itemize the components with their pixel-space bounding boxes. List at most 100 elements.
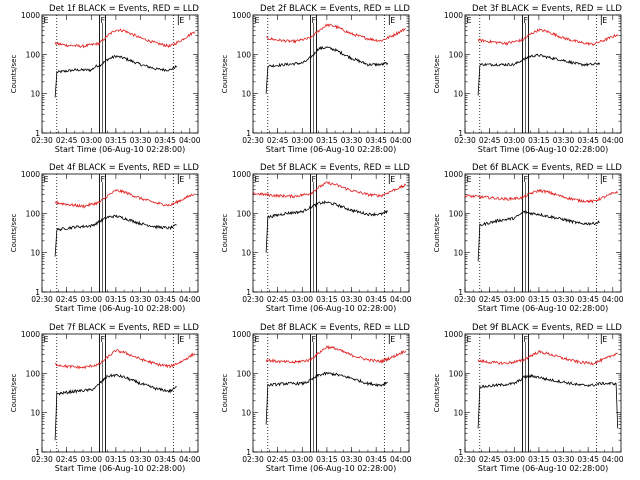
series-line-lld [477, 350, 618, 366]
x-tick-label: 02:45 [56, 455, 78, 464]
marker-label: E [390, 16, 395, 25]
x-tick-label: 03:30 [341, 136, 363, 145]
y-tick-label: 1 [35, 448, 40, 457]
x-tick-label: 02:30 [454, 295, 476, 304]
series-line-events [477, 210, 600, 262]
x-tick-label: 02:30 [454, 136, 476, 145]
chart-title: Det 2f BLACK = Events, RED = LLD [260, 4, 410, 14]
series-line-lld [477, 28, 619, 47]
y-tick-label: 1 [458, 288, 463, 297]
x-tick-label: 02:30 [454, 455, 476, 464]
y-tick-label: 1000 [21, 330, 40, 339]
series-line-events [265, 45, 389, 94]
x-tick-label: 02:30 [31, 455, 53, 464]
plot-frame [464, 14, 622, 134]
x-tick-label: 04:00 [179, 136, 201, 145]
x-axis-label: Start Time (06-Aug-10 02:28:00) [55, 145, 186, 154]
y-tick-label: 100 [26, 209, 41, 218]
chart-panel-9: Det 9f BLACK = Events, RED = LLD 1 10 100 10… [433, 323, 624, 473]
x-tick-label: 03:30 [130, 455, 152, 464]
y-tick-label: 10 [453, 249, 463, 258]
x-tick-label: 03:00 [503, 455, 525, 464]
x-axis-label: Start Time (06-Aug-10 02:28:00) [266, 145, 397, 154]
chart-title: Det 3f BLACK = Events, RED = LLD [472, 4, 622, 14]
marker-label: E [255, 335, 260, 344]
x-tick-label: 03:15 [528, 136, 550, 145]
x-tick-label: 03:30 [553, 136, 575, 145]
y-axis-label: Counts/sec [10, 55, 18, 94]
x-tick-label: 03:30 [130, 136, 152, 145]
marker-label: E [255, 16, 260, 25]
x-tick-label: 02:45 [267, 295, 289, 304]
x-tick-label: 02:30 [242, 295, 264, 304]
y-axis-label: Counts/sec [10, 214, 18, 253]
plot-frame [41, 173, 199, 293]
series-line-events [54, 373, 177, 441]
x-tick-label: 03:30 [130, 295, 152, 304]
x-tick-label: 03:15 [528, 455, 550, 464]
plot-frame [252, 14, 410, 134]
x-tick-label: 04:00 [179, 295, 201, 304]
x-tick-label: 04:00 [602, 295, 624, 304]
x-tick-label: 03:45 [154, 136, 176, 145]
series-line-events [477, 373, 619, 429]
plot-frame [464, 173, 622, 293]
y-tick-label: 1 [35, 288, 40, 297]
chart-panel-5: Det 5f BLACK = Events, RED = LLD 1 10 100 10… [221, 163, 412, 313]
chart-title: Det 1f BLACK = Events, RED = LLD [49, 4, 199, 14]
x-axis-label: Start Time (06-Aug-10 02:28:00) [266, 464, 397, 473]
x-axis-label: Start Time (06-Aug-10 02:28:00) [478, 304, 609, 313]
x-tick-label: 03:30 [341, 455, 363, 464]
chart-title: Det 7f BLACK = Events, RED = LLD [49, 323, 199, 333]
marker-label: F [523, 175, 528, 184]
x-tick-label: 04:00 [390, 136, 412, 145]
y-tick-label: 1000 [21, 11, 40, 20]
marker-label: E [179, 175, 184, 184]
marker-label: E [467, 335, 472, 344]
x-tick-label: 03:30 [553, 295, 575, 304]
y-tick-label: 10 [30, 249, 40, 258]
chart-panel-4: Det 4f BLACK = Events, RED = LLD 1 10 100 10… [10, 163, 201, 313]
x-tick-label: 03:15 [316, 455, 338, 464]
y-tick-label: 100 [237, 369, 252, 378]
x-tick-label: 03:30 [341, 295, 363, 304]
y-tick-label: 1000 [444, 11, 463, 20]
x-tick-label: 02:30 [242, 136, 264, 145]
y-tick-label: 1 [458, 448, 463, 457]
x-tick-label: 03:45 [577, 136, 599, 145]
y-tick-label: 10 [241, 90, 251, 99]
y-tick-label: 1000 [444, 170, 463, 179]
x-tick-label: 03:45 [154, 455, 176, 464]
chart-panel-8: Det 8f BLACK = Events, RED = LLD 1 10 100 10… [221, 323, 412, 473]
marker-label: E [390, 335, 395, 344]
y-tick-label: 1 [246, 448, 251, 457]
x-tick-label: 04:00 [390, 295, 412, 304]
marker-label: E [179, 16, 184, 25]
x-tick-label: 04:00 [602, 455, 624, 464]
x-tick-label: 02:45 [479, 455, 501, 464]
chart-title: Det 5f BLACK = Events, RED = LLD [260, 163, 410, 173]
plot-frame [41, 333, 199, 453]
y-tick-label: 10 [453, 90, 463, 99]
series-line-lld [265, 345, 407, 365]
x-tick-label: 02:45 [479, 136, 501, 145]
y-axis-label: Counts/sec [433, 55, 441, 94]
x-tick-label: 03:45 [154, 295, 176, 304]
x-tick-label: 03:15 [105, 295, 127, 304]
marker-label: E [44, 175, 49, 184]
series-line-events [54, 54, 178, 98]
y-tick-label: 100 [26, 50, 41, 59]
y-tick-label: 10 [30, 409, 40, 418]
x-tick-label: 03:15 [528, 295, 550, 304]
x-tick-label: 04:00 [602, 136, 624, 145]
x-tick-label: 04:00 [179, 455, 201, 464]
chart-title: Det 8f BLACK = Events, RED = LLD [260, 323, 410, 333]
marker-label: F [100, 335, 105, 344]
x-tick-label: 03:45 [577, 295, 599, 304]
marker-label: E [390, 175, 395, 184]
marker-label: F [523, 335, 528, 344]
x-tick-label: 02:45 [56, 136, 78, 145]
x-tick-label: 03:45 [365, 136, 387, 145]
x-tick-label: 02:30 [242, 455, 264, 464]
marker-label: E [467, 175, 472, 184]
